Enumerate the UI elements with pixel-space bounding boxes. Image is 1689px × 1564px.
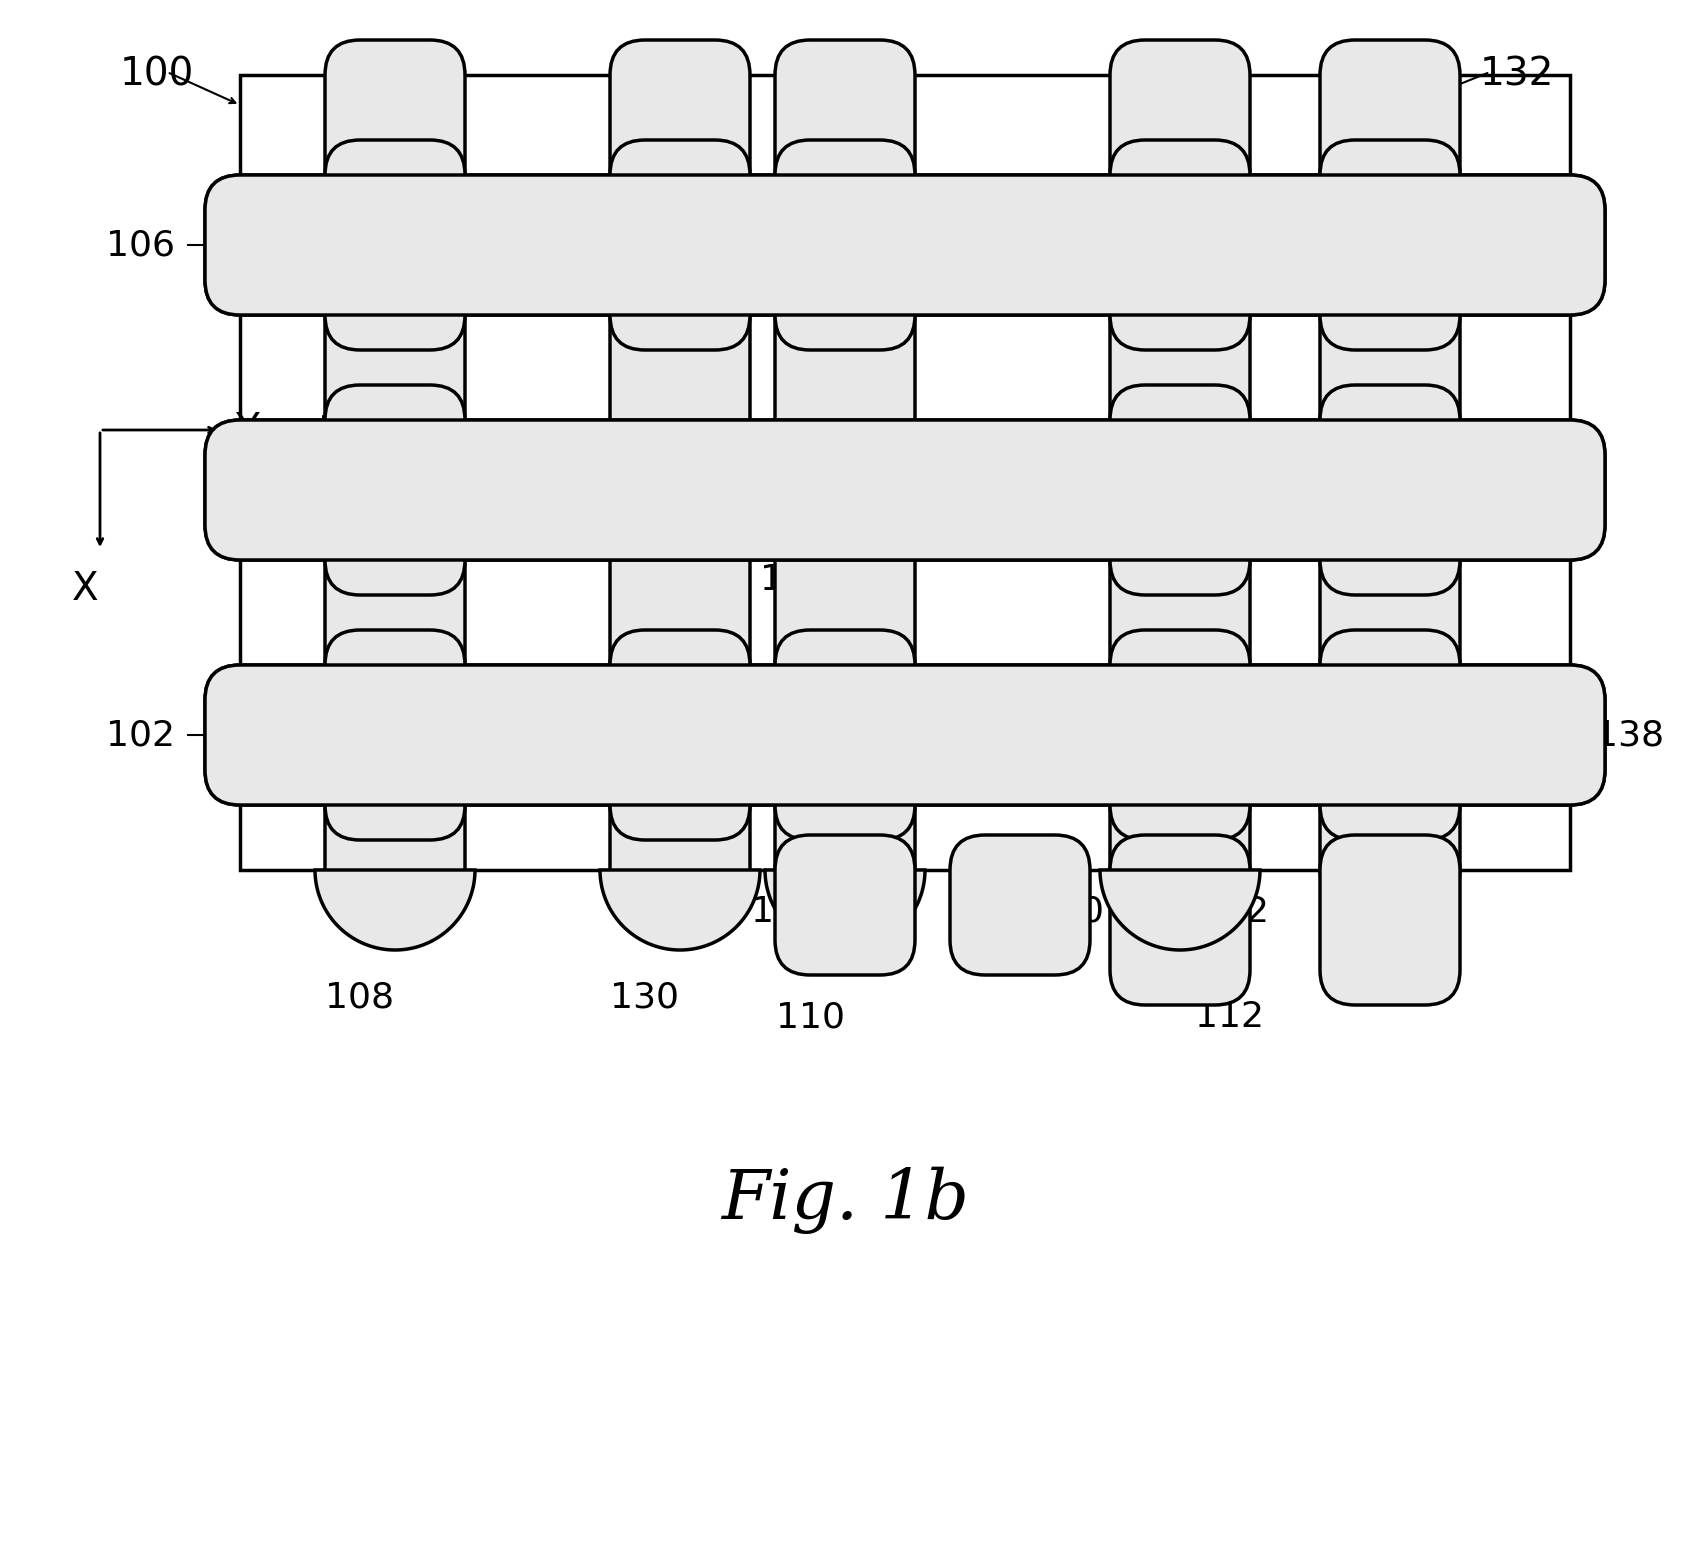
Text: 100: 100 [120, 55, 194, 92]
Polygon shape [600, 870, 760, 949]
Text: X: X [71, 569, 98, 608]
Text: 138: 138 [1594, 718, 1664, 752]
FancyBboxPatch shape [1110, 630, 1250, 840]
Polygon shape [314, 870, 475, 949]
Text: 110: 110 [775, 999, 844, 1034]
FancyBboxPatch shape [324, 385, 464, 594]
Text: 120: 120 [1034, 895, 1103, 929]
FancyBboxPatch shape [204, 421, 1605, 560]
FancyBboxPatch shape [1110, 41, 1250, 906]
FancyBboxPatch shape [204, 665, 1605, 805]
FancyBboxPatch shape [610, 41, 750, 906]
FancyBboxPatch shape [1110, 141, 1250, 350]
FancyBboxPatch shape [1319, 835, 1459, 1006]
Polygon shape [765, 870, 924, 949]
Text: 108: 108 [326, 981, 394, 1013]
FancyBboxPatch shape [949, 835, 1089, 974]
FancyBboxPatch shape [1110, 385, 1250, 594]
Text: Y: Y [235, 411, 258, 449]
FancyBboxPatch shape [1319, 141, 1459, 350]
Text: 104: 104 [318, 413, 387, 447]
Text: 116: 116 [750, 895, 819, 929]
FancyBboxPatch shape [1110, 835, 1250, 1006]
FancyBboxPatch shape [1319, 630, 1459, 840]
FancyBboxPatch shape [204, 665, 1605, 805]
FancyBboxPatch shape [204, 421, 1605, 560]
Text: 140: 140 [760, 563, 829, 597]
Text: 124: 124 [319, 593, 388, 627]
FancyBboxPatch shape [610, 141, 750, 350]
FancyBboxPatch shape [324, 630, 464, 840]
Polygon shape [1100, 870, 1260, 949]
FancyBboxPatch shape [324, 141, 464, 350]
Text: 112: 112 [1194, 999, 1263, 1034]
FancyBboxPatch shape [1319, 41, 1459, 906]
Text: 106: 106 [106, 228, 176, 263]
Text: 122: 122 [1199, 895, 1268, 929]
Text: 102: 102 [106, 718, 176, 752]
FancyBboxPatch shape [324, 41, 464, 906]
FancyBboxPatch shape [775, 41, 914, 906]
Text: Fig. 1b: Fig. 1b [721, 1167, 968, 1234]
Text: 130: 130 [610, 981, 679, 1013]
FancyBboxPatch shape [610, 630, 750, 840]
FancyBboxPatch shape [204, 175, 1605, 314]
FancyBboxPatch shape [775, 141, 914, 350]
Text: 132: 132 [1480, 55, 1554, 92]
Bar [240, 75, 1569, 870]
FancyBboxPatch shape [1319, 385, 1459, 594]
FancyBboxPatch shape [775, 835, 914, 974]
FancyBboxPatch shape [204, 175, 1605, 314]
FancyBboxPatch shape [775, 630, 914, 840]
